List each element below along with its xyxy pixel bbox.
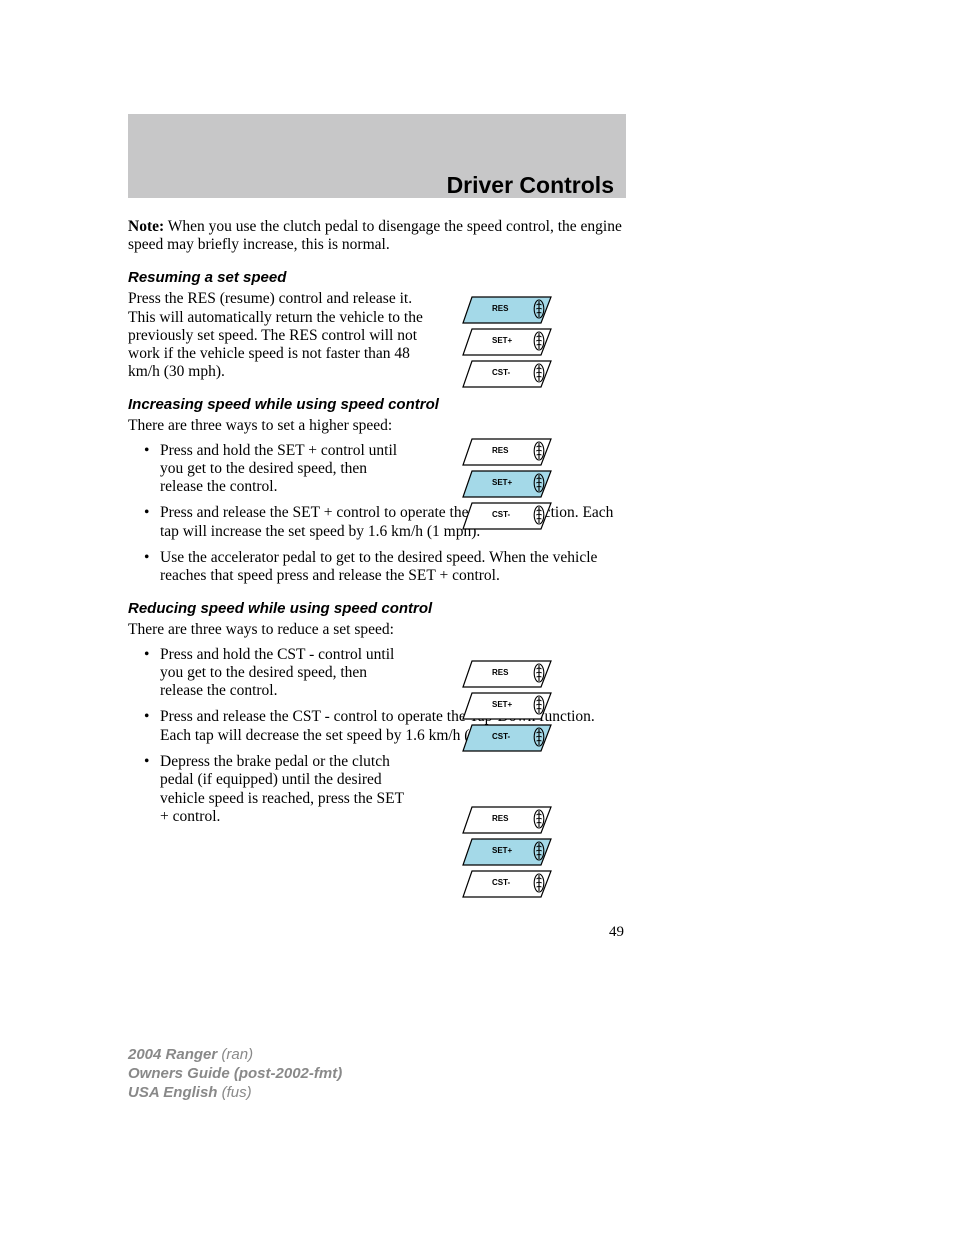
thumbwheel-icon	[533, 727, 545, 747]
thumbwheel-icon	[533, 505, 545, 525]
control-button-label: CST-	[492, 878, 510, 887]
control-button-label: RES	[492, 814, 508, 823]
subhead-reduce: Reducing speed while using speed control	[128, 600, 628, 618]
speed-control-diagram: RES SET+ CST-	[462, 296, 558, 392]
list-item: Press and hold the SET + control until y…	[144, 442, 404, 497]
control-button-res: RES	[462, 806, 552, 834]
thumbwheel-icon	[533, 841, 545, 861]
speed-control-diagram: RES SET+ CST-	[462, 438, 558, 534]
control-button-cst: CST-	[462, 870, 552, 898]
footer-lang: USA English	[128, 1084, 222, 1101]
control-button-res: RES	[462, 660, 552, 688]
control-button-res: RES	[462, 438, 552, 466]
subhead-resume: Resuming a set speed	[128, 269, 628, 287]
control-button-cst: CST-	[462, 360, 552, 388]
control-button-set: SET+	[462, 328, 552, 356]
thumbwheel-icon	[533, 695, 545, 715]
control-button-res: RES	[462, 296, 552, 324]
subhead-increase: Increasing speed while using speed contr…	[128, 396, 628, 414]
control-button-set: SET+	[462, 692, 552, 720]
thumbwheel-icon	[533, 473, 545, 493]
thumbwheel-icon	[533, 873, 545, 893]
list-item: Depress the brake pedal or the clutch pe…	[144, 753, 404, 826]
footer-guide: Owners Guide (post-2002-fmt)	[128, 1065, 342, 1084]
control-button-label: RES	[492, 446, 508, 455]
speed-control-diagram: RES SET+ CST-	[462, 660, 558, 756]
note-text: When you use the clutch pedal to disenga…	[128, 218, 622, 253]
control-button-label: CST-	[492, 510, 510, 519]
control-button-label: SET+	[492, 478, 512, 487]
control-button-label: SET+	[492, 846, 512, 855]
thumbwheel-icon	[533, 299, 545, 319]
control-button-label: RES	[492, 668, 508, 677]
reduce-intro: There are three ways to reduce a set spe…	[128, 621, 428, 639]
control-button-set: SET+	[462, 470, 552, 498]
resume-body: Press the RES (resume) control and relea…	[128, 290, 428, 381]
list-item: Use the accelerator pedal to get to the …	[144, 549, 628, 586]
footer-model-code: (ran)	[221, 1046, 253, 1063]
thumbwheel-icon	[533, 809, 545, 829]
page-title: Driver Controls	[128, 172, 626, 199]
thumbwheel-icon	[533, 331, 545, 351]
note-paragraph: Note: When you use the clutch pedal to d…	[128, 218, 628, 255]
control-button-cst: CST-	[462, 502, 552, 530]
control-button-label: SET+	[492, 336, 512, 345]
control-button-cst: CST-	[462, 724, 552, 752]
page-number: 49	[609, 924, 624, 941]
list-item: Press and hold the CST - control until y…	[144, 646, 404, 701]
thumbwheel-icon	[533, 441, 545, 461]
speed-control-diagram: RES SET+ CST-	[462, 806, 558, 902]
control-button-label: SET+	[492, 700, 512, 709]
thumbwheel-icon	[533, 663, 545, 683]
control-button-label: RES	[492, 304, 508, 313]
footer-lang-code: (fus)	[222, 1084, 252, 1101]
footer-model: 2004 Ranger	[128, 1046, 221, 1063]
control-button-label: CST-	[492, 732, 510, 741]
control-button-label: CST-	[492, 368, 510, 377]
control-button-set: SET+	[462, 838, 552, 866]
footer: 2004 Ranger (ran) Owners Guide (post-200…	[128, 1046, 342, 1102]
note-label: Note:	[128, 218, 164, 235]
increase-intro: There are three ways to set a higher spe…	[128, 417, 428, 435]
thumbwheel-icon	[533, 363, 545, 383]
